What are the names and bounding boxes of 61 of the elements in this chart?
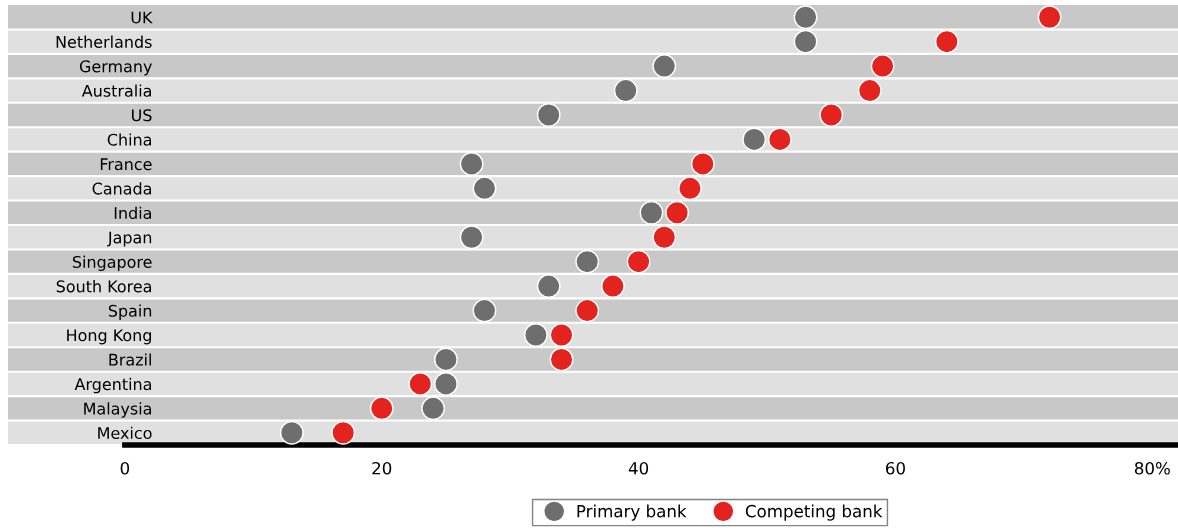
y-tick-label: Hong Kong [67,329,151,345]
y-tick-label: Germany [79,60,152,76]
point [793,29,818,54]
point [639,200,664,225]
y-tick-label: Netherlands [56,35,152,48]
y-tick-label: Brazil [109,353,151,366]
y-tick-label: UK [131,11,153,24]
point [536,103,561,127]
point [767,127,792,152]
y-tick-label: US [132,109,152,122]
point [626,249,651,274]
point [549,347,574,372]
y-tick-label: Canada [92,182,151,195]
point [331,420,356,445]
point [857,78,882,103]
y-tick-label: Argentina [74,377,151,394]
point [279,420,304,445]
point [408,371,433,396]
y-tick-label: China [107,133,151,146]
point [613,78,638,103]
point [934,29,959,54]
legend-label: Primary bank [577,504,687,521]
point [819,103,844,127]
point [472,176,497,201]
y-tick-label: Malaysia [84,402,151,418]
point [742,127,767,152]
y-tick-label: Singapore [72,255,152,272]
x-tick-label: 80% [1134,461,1170,475]
point [870,54,895,79]
y-tick-label: Spain [108,304,152,320]
point [1037,5,1062,30]
point [472,298,497,323]
point [575,249,600,274]
point [549,323,574,347]
point [369,396,394,421]
y-tick-label: South Korea [56,280,151,293]
point [434,347,458,372]
point [678,176,702,201]
x-tick-label: 20 [372,461,392,475]
point [665,200,690,225]
point [793,5,818,30]
point [459,151,484,176]
point [601,274,625,299]
y-tick-label: India [114,206,151,220]
y-tick-label: Australia [81,84,151,97]
point [575,298,600,323]
y-tick-label: France [100,158,152,171]
point [523,323,548,347]
point [459,225,484,250]
legend-label: Competing bank [745,504,883,521]
point [652,54,677,79]
x-tick-label: 60 [886,461,905,475]
x-tick-label: 40 [628,461,649,475]
point [434,371,458,396]
x-tick-label: 0 [120,461,130,475]
point [690,151,715,176]
point [421,396,445,421]
y-tick-label: Japan [107,231,152,247]
point [652,225,677,250]
point [536,274,561,299]
y-tick-label: Mexico [98,426,152,440]
